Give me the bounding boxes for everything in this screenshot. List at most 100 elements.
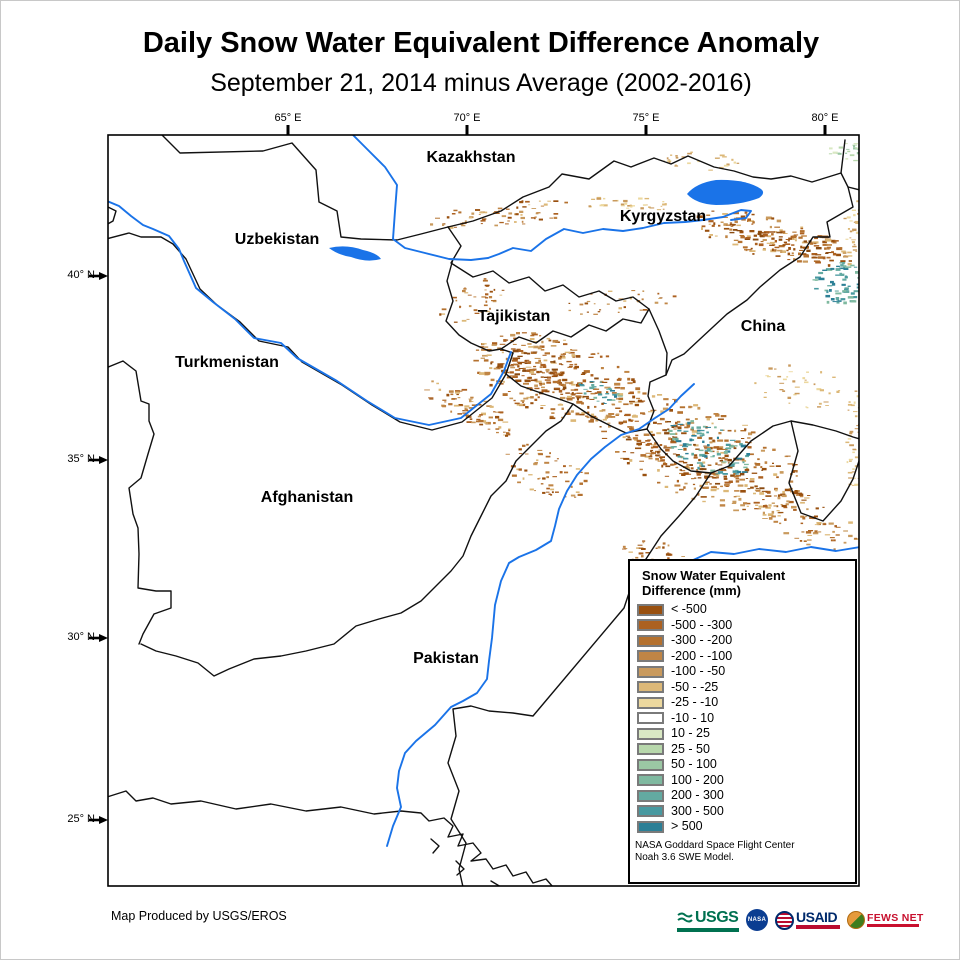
legend-row: -300 - -200	[637, 633, 855, 649]
fews-globe-icon	[847, 911, 865, 929]
legend-swatch	[637, 712, 664, 725]
map-credit: Map Produced by USGS/EROS	[111, 909, 287, 923]
legend-swatch	[637, 665, 664, 678]
lat-label-30n: 30° N	[67, 631, 95, 643]
river-amu-darya	[108, 200, 512, 426]
border-iran-turkmen-afghan	[108, 360, 172, 645]
border-china-india-north	[646, 420, 859, 474]
legend-swatch	[637, 820, 664, 833]
legend-label: -100 - -50	[671, 664, 726, 679]
legend-row: 200 - 300	[637, 788, 855, 804]
legend-label: 10 - 25	[671, 726, 710, 741]
lon-label-70e: 70° E	[453, 112, 481, 124]
country-label-turkmenistan: Turkmenistan	[175, 354, 279, 371]
border-afghan-pakistan-durand	[140, 373, 574, 677]
tick-40n-arrow	[99, 272, 108, 280]
lon-label-80e: 80° E	[811, 112, 839, 124]
fews-net-logo: FEWS NET	[847, 911, 924, 929]
border-india-pakistan	[447, 472, 712, 886]
legend-row: -50 - -25	[637, 680, 855, 696]
usaid-seal-icon	[775, 910, 794, 930]
legend-label: < -500	[671, 602, 707, 617]
legend-swatch	[637, 774, 664, 787]
legend-row: 50 - 100	[637, 757, 855, 773]
legend-row: -500 - -300	[637, 618, 855, 634]
lon-label-75e: 75° E	[632, 112, 660, 124]
legend-row: < -500	[637, 602, 855, 618]
legend-row: 10 - 25	[637, 726, 855, 742]
snow-anomaly-speckles	[424, 143, 859, 607]
nasa-logo-text: NASA	[747, 917, 767, 923]
nasa-logo: NASA	[746, 909, 768, 931]
legend-label: -300 - -200	[671, 633, 733, 648]
border-pakistan-china	[572, 403, 648, 434]
legend-row: 100 - 200	[637, 773, 855, 789]
tick-25n-arrow	[99, 816, 108, 824]
lat-label-25n: 25° N	[67, 813, 95, 825]
border-kyrgyz-tajik-east	[648, 308, 668, 376]
lat-tick-marks	[89, 272, 108, 824]
legend-row: -200 - -100	[637, 649, 855, 665]
usgs-logo: USGS	[677, 909, 739, 932]
map-frame	[107, 134, 860, 887]
river-indus	[386, 383, 695, 847]
tick-75e	[644, 125, 648, 135]
legend-swatch	[637, 634, 664, 647]
border-china-kyrgyz	[646, 186, 854, 430]
country-label-tajikistan: Tajikistan	[477, 308, 551, 325]
usaid-tagline-bar	[796, 925, 840, 929]
lon-label-65e: 65° E	[274, 112, 302, 124]
legend-note: NASA Goddard Space Flight Center Noah 3.…	[635, 840, 855, 865]
page-title: Daily Snow Water Equivalent Difference A…	[142, 27, 820, 59]
legend-note-line1: NASA Goddard Space Flight Center	[635, 839, 795, 851]
country-borders	[108, 135, 859, 886]
coastline-makran-indus-delta	[108, 790, 554, 886]
country-label-kazakhstan: Kazakhstan	[426, 149, 516, 166]
tick-70e	[465, 125, 469, 135]
legend-swatch	[637, 619, 664, 632]
country-label-kyrgyzstan: Kyrgyzstan	[619, 208, 707, 225]
usgs-tagline-bar	[677, 927, 739, 932]
legend-rows: < -500 -500 - -300 -300 - -200 -200 - -1…	[637, 602, 855, 835]
tick-65e	[286, 125, 290, 135]
tick-30n-arrow	[99, 634, 108, 642]
legend-swatch	[637, 681, 664, 694]
border-kazakh-uzbek-kyrgyz	[161, 135, 846, 241]
coastline-delta-creek-1	[430, 838, 440, 854]
legend-swatch	[637, 727, 664, 740]
border-fergana-tangle	[447, 226, 650, 354]
country-label-china: China	[740, 318, 786, 335]
legend-label: -10 - 10	[671, 710, 715, 725]
legend-note-line2: Noah 3.6 SWE Model.	[635, 852, 734, 863]
border-aksai-loop	[788, 420, 859, 522]
usaid-logo-text: USAID	[796, 909, 838, 925]
tick-35n-arrow	[99, 456, 108, 464]
legend-swatch	[637, 696, 664, 709]
tick-80e	[823, 125, 827, 135]
border-tajik-uzbek-west	[445, 258, 502, 352]
legend-swatch	[637, 603, 664, 616]
legend-label: -25 - -10	[671, 695, 719, 710]
legend-label: 50 - 100	[671, 757, 717, 772]
lakes	[329, 179, 764, 261]
legend-label: 300 - 500	[671, 803, 724, 818]
lat-label-40n: 40° N	[67, 269, 95, 281]
fews-tagline-bar	[867, 924, 919, 927]
legend-swatch	[637, 650, 664, 663]
border-kazakh-china-spur	[840, 172, 859, 191]
lake-issyk-kul	[687, 179, 764, 205]
legend-title-line2: Difference (mm)	[642, 583, 741, 598]
footer-logos: USGS NASA USAID FEWS NET	[677, 905, 924, 935]
lat-label-35n: 35° N	[67, 453, 95, 465]
river-naryn	[487, 209, 752, 259]
legend-label: 25 - 50	[671, 741, 710, 756]
country-label-afghanistan: Afghanistan	[260, 489, 354, 506]
river-syr-darya	[352, 135, 489, 261]
legend-label: 100 - 200	[671, 772, 724, 787]
usgs-wave-icon	[677, 912, 693, 922]
legend-label: -50 - -25	[671, 679, 719, 694]
country-label-pakistan: Pakistan	[413, 650, 479, 667]
legend-label: 200 - 300	[671, 788, 724, 803]
fews-net-logo-text: FEWS NET	[867, 912, 924, 924]
